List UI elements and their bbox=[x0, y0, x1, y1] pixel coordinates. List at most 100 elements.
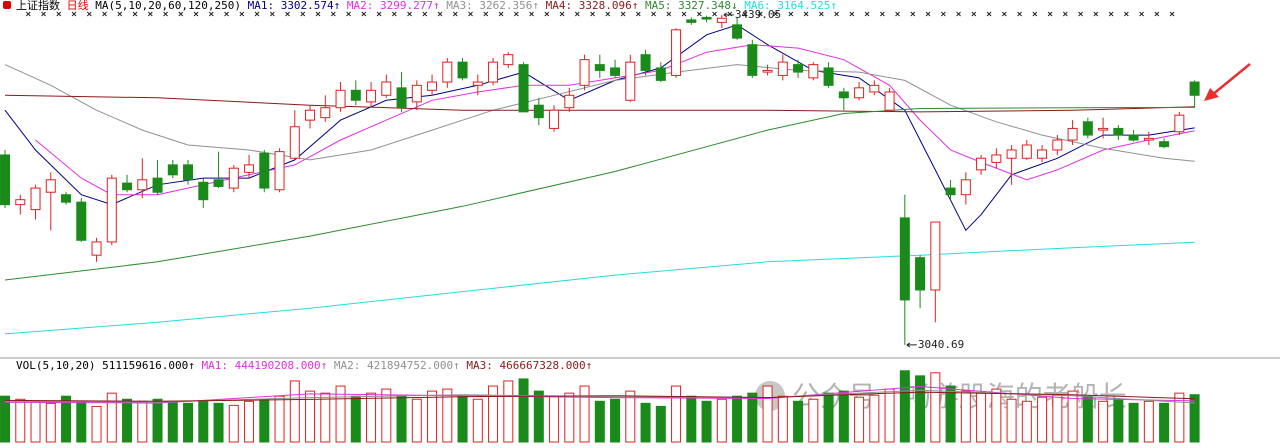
volume-bar bbox=[1128, 402, 1139, 443]
volume-bar bbox=[91, 405, 102, 443]
candle-body bbox=[518, 64, 529, 113]
marker-dot bbox=[712, 11, 717, 17]
volume-bar bbox=[274, 395, 285, 443]
candle-body bbox=[244, 164, 255, 173]
volume-bar bbox=[976, 392, 987, 443]
candle-body bbox=[152, 177, 163, 193]
candle-body bbox=[366, 89, 377, 103]
marker-dot bbox=[1017, 11, 1022, 17]
candle-body bbox=[167, 164, 178, 176]
volume-bar bbox=[854, 396, 865, 443]
marker-dot bbox=[1062, 11, 1068, 17]
candle-body bbox=[930, 221, 941, 291]
candle-body bbox=[991, 154, 1002, 163]
candle-body bbox=[91, 241, 102, 256]
candle-body bbox=[1113, 127, 1124, 136]
candle-body bbox=[442, 61, 453, 83]
candle-body bbox=[564, 94, 575, 109]
legend-entry: MA3: 3262.356↑ bbox=[446, 0, 539, 12]
volume-bar bbox=[289, 380, 300, 443]
volume-bar bbox=[1067, 390, 1078, 443]
candle-body bbox=[1067, 127, 1078, 141]
candle-body bbox=[228, 167, 239, 189]
marker-dot bbox=[71, 11, 77, 17]
volume-bar bbox=[1159, 402, 1170, 443]
legend-entry: MA5: 3327.348↓ bbox=[645, 0, 738, 12]
volume-bar bbox=[1037, 396, 1048, 443]
marker-dot bbox=[422, 11, 428, 17]
volume-bar bbox=[457, 395, 468, 443]
volume-bar bbox=[503, 380, 514, 443]
volume-bar bbox=[808, 398, 819, 443]
marker-dot bbox=[224, 11, 229, 17]
legend-entry: MA2: 421894752.000↑ bbox=[334, 359, 460, 372]
volume-bar bbox=[579, 385, 590, 443]
candle-body bbox=[122, 182, 133, 191]
marker-dot bbox=[117, 11, 123, 17]
candle-body bbox=[747, 44, 758, 76]
volume-bar bbox=[1098, 400, 1109, 443]
extreme-label: 3040.69 bbox=[918, 338, 964, 351]
candle-body bbox=[15, 199, 26, 206]
volume-bar bbox=[228, 404, 239, 443]
candle-body bbox=[1189, 81, 1200, 96]
candle-body bbox=[869, 84, 880, 93]
marker-dot bbox=[818, 11, 824, 17]
candle-body bbox=[732, 24, 743, 39]
marker-dot bbox=[849, 11, 855, 17]
candle-body bbox=[381, 81, 392, 96]
volume-bar bbox=[549, 395, 560, 443]
marker-dot bbox=[300, 11, 306, 17]
volume-bar bbox=[106, 392, 117, 443]
legend-entry: MA1: 3302.574↑ bbox=[248, 0, 341, 12]
volume-bar bbox=[747, 392, 758, 443]
candle-body bbox=[701, 16, 712, 20]
candle-body bbox=[472, 81, 483, 86]
legend-entry: MA3: 466667328.000↑ bbox=[466, 359, 592, 372]
volume-bar bbox=[366, 392, 377, 443]
volume-bar bbox=[1143, 400, 1154, 443]
volume-bar bbox=[1174, 392, 1185, 443]
marker-dot bbox=[1169, 11, 1175, 17]
marker-dot bbox=[1078, 11, 1083, 17]
candle-body bbox=[549, 109, 560, 129]
candle-body bbox=[945, 187, 956, 196]
volume-bar bbox=[198, 400, 209, 443]
header: 上证指数 日线 MA(5,10,20,60,120,250) MA1: 3302… bbox=[16, 0, 837, 12]
volume-bar bbox=[869, 394, 880, 443]
ma-line bbox=[4, 106, 1195, 281]
volume-bar bbox=[686, 395, 697, 443]
volume-bar bbox=[1082, 395, 1093, 443]
candle-body bbox=[30, 187, 41, 211]
marker-dot bbox=[879, 11, 885, 17]
ma-line bbox=[4, 64, 1195, 162]
volume-bar bbox=[915, 375, 926, 443]
candle-body bbox=[427, 81, 438, 91]
volume-bar bbox=[335, 385, 346, 443]
volume-bar bbox=[320, 392, 331, 443]
marker-dot bbox=[178, 11, 184, 17]
volume-bar bbox=[716, 398, 727, 443]
volume-bar bbox=[884, 388, 895, 443]
marker-dot bbox=[254, 11, 260, 17]
candle-body bbox=[777, 61, 788, 76]
volume-bar bbox=[732, 395, 743, 443]
volume-bar bbox=[183, 402, 194, 443]
volume-bar bbox=[930, 372, 941, 443]
candle-body bbox=[106, 177, 117, 243]
marker-dot bbox=[513, 11, 519, 17]
candle-body bbox=[350, 89, 361, 101]
volume-bar bbox=[396, 395, 407, 443]
marker-dot bbox=[208, 11, 214, 17]
marker-dot bbox=[361, 11, 367, 17]
marker-dot bbox=[193, 11, 199, 17]
marker-dot bbox=[452, 11, 458, 17]
marker-dot bbox=[1139, 11, 1144, 17]
volume-bar bbox=[137, 400, 148, 443]
volume-bar bbox=[762, 385, 773, 443]
marker-dot bbox=[147, 11, 153, 17]
candle-body bbox=[671, 29, 682, 76]
marker-dot bbox=[986, 11, 992, 17]
volume-bar bbox=[259, 398, 270, 443]
marker-dot bbox=[834, 11, 839, 17]
